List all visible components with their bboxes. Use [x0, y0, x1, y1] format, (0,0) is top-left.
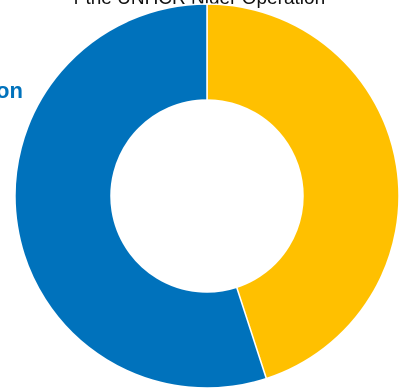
- chart-side-label: on: [0, 78, 23, 103]
- donut-slice-2: [14, 3, 268, 389]
- donut-slice-1: [206, 3, 399, 380]
